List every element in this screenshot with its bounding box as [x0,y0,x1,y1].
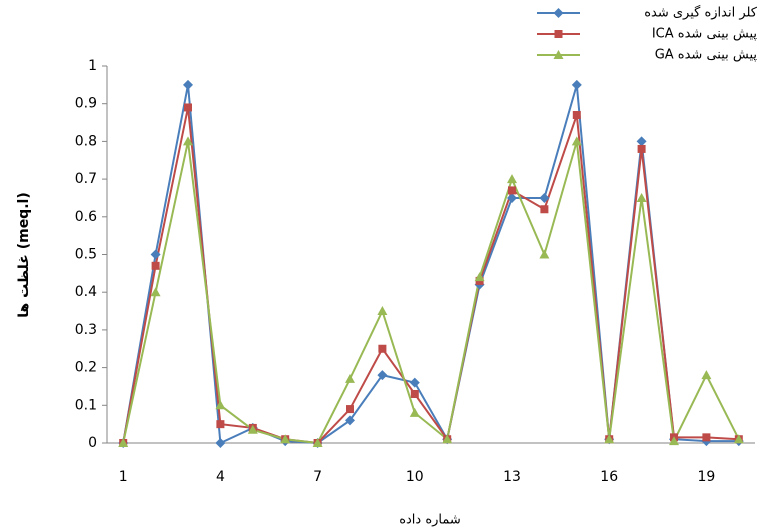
marker [474,272,485,282]
y-tick-label: 1 [88,58,97,74]
marker [637,144,646,153]
marker [215,400,226,410]
x-tick-label: 7 [313,469,322,485]
marker [553,8,564,18]
legend-label: پیش بینی شده GA [655,48,758,63]
marker [216,420,225,429]
marker [539,249,550,259]
y-tick-label: 0.6 [75,209,97,225]
marker [442,434,453,444]
series-line [122,141,740,445]
y-tick-label: 0.9 [75,96,97,112]
marker [409,407,420,417]
marker [554,30,563,38]
marker [345,415,355,426]
marker [184,103,192,112]
marker [215,438,226,448]
marker [571,79,582,90]
x-tick-label: 1 [119,469,128,485]
y-tick-label: 0.4 [75,284,97,300]
marker [701,370,712,380]
marker [346,405,354,414]
y-tick-label: 0.2 [75,360,97,376]
y-tick-label: 0.5 [75,247,97,263]
marker [312,438,323,447]
marker [151,261,160,270]
marker [507,174,517,184]
marker [669,436,679,446]
marker [345,373,355,383]
marker [183,79,193,90]
series-line [122,107,739,445]
marker [150,249,161,260]
marker [540,205,549,214]
x-tick-label: 19 [697,469,715,485]
marker [733,434,744,444]
marker [247,424,258,434]
marker [507,192,517,203]
marker [183,136,193,146]
marker [280,434,291,444]
marker [118,438,129,447]
marker [377,306,388,316]
x-tick-label: 10 [406,469,424,485]
y-tick-label: 0.8 [75,133,97,149]
marker [378,344,387,353]
x-tick-label: 16 [600,469,618,485]
marker [636,136,647,147]
x-tick-label: 13 [503,469,521,485]
y-tick-label: 0.1 [75,397,97,413]
marker [553,50,564,59]
y-tick-label: 0.7 [75,171,97,187]
marker [636,192,647,202]
marker [604,434,615,444]
marker [571,136,582,146]
x-tick-label: 4 [216,469,225,485]
y-tick-label: 0 [88,435,97,451]
y-tick-label: 0.3 [75,322,97,338]
marker [508,186,516,195]
x-axis-label: شماره داده [399,513,461,528]
y-axis-label: غلظت ها (meq.l) [16,192,32,317]
marker [702,433,711,442]
marker [410,389,419,398]
marker [572,111,581,120]
legend-label: پیش بینی شده ICA [652,27,758,42]
marker [377,370,388,381]
series-line [122,84,739,445]
marker [150,287,161,297]
marker [539,192,550,203]
marker [409,377,420,388]
legend-label: کلر اندازه گیری شده [644,5,758,21]
